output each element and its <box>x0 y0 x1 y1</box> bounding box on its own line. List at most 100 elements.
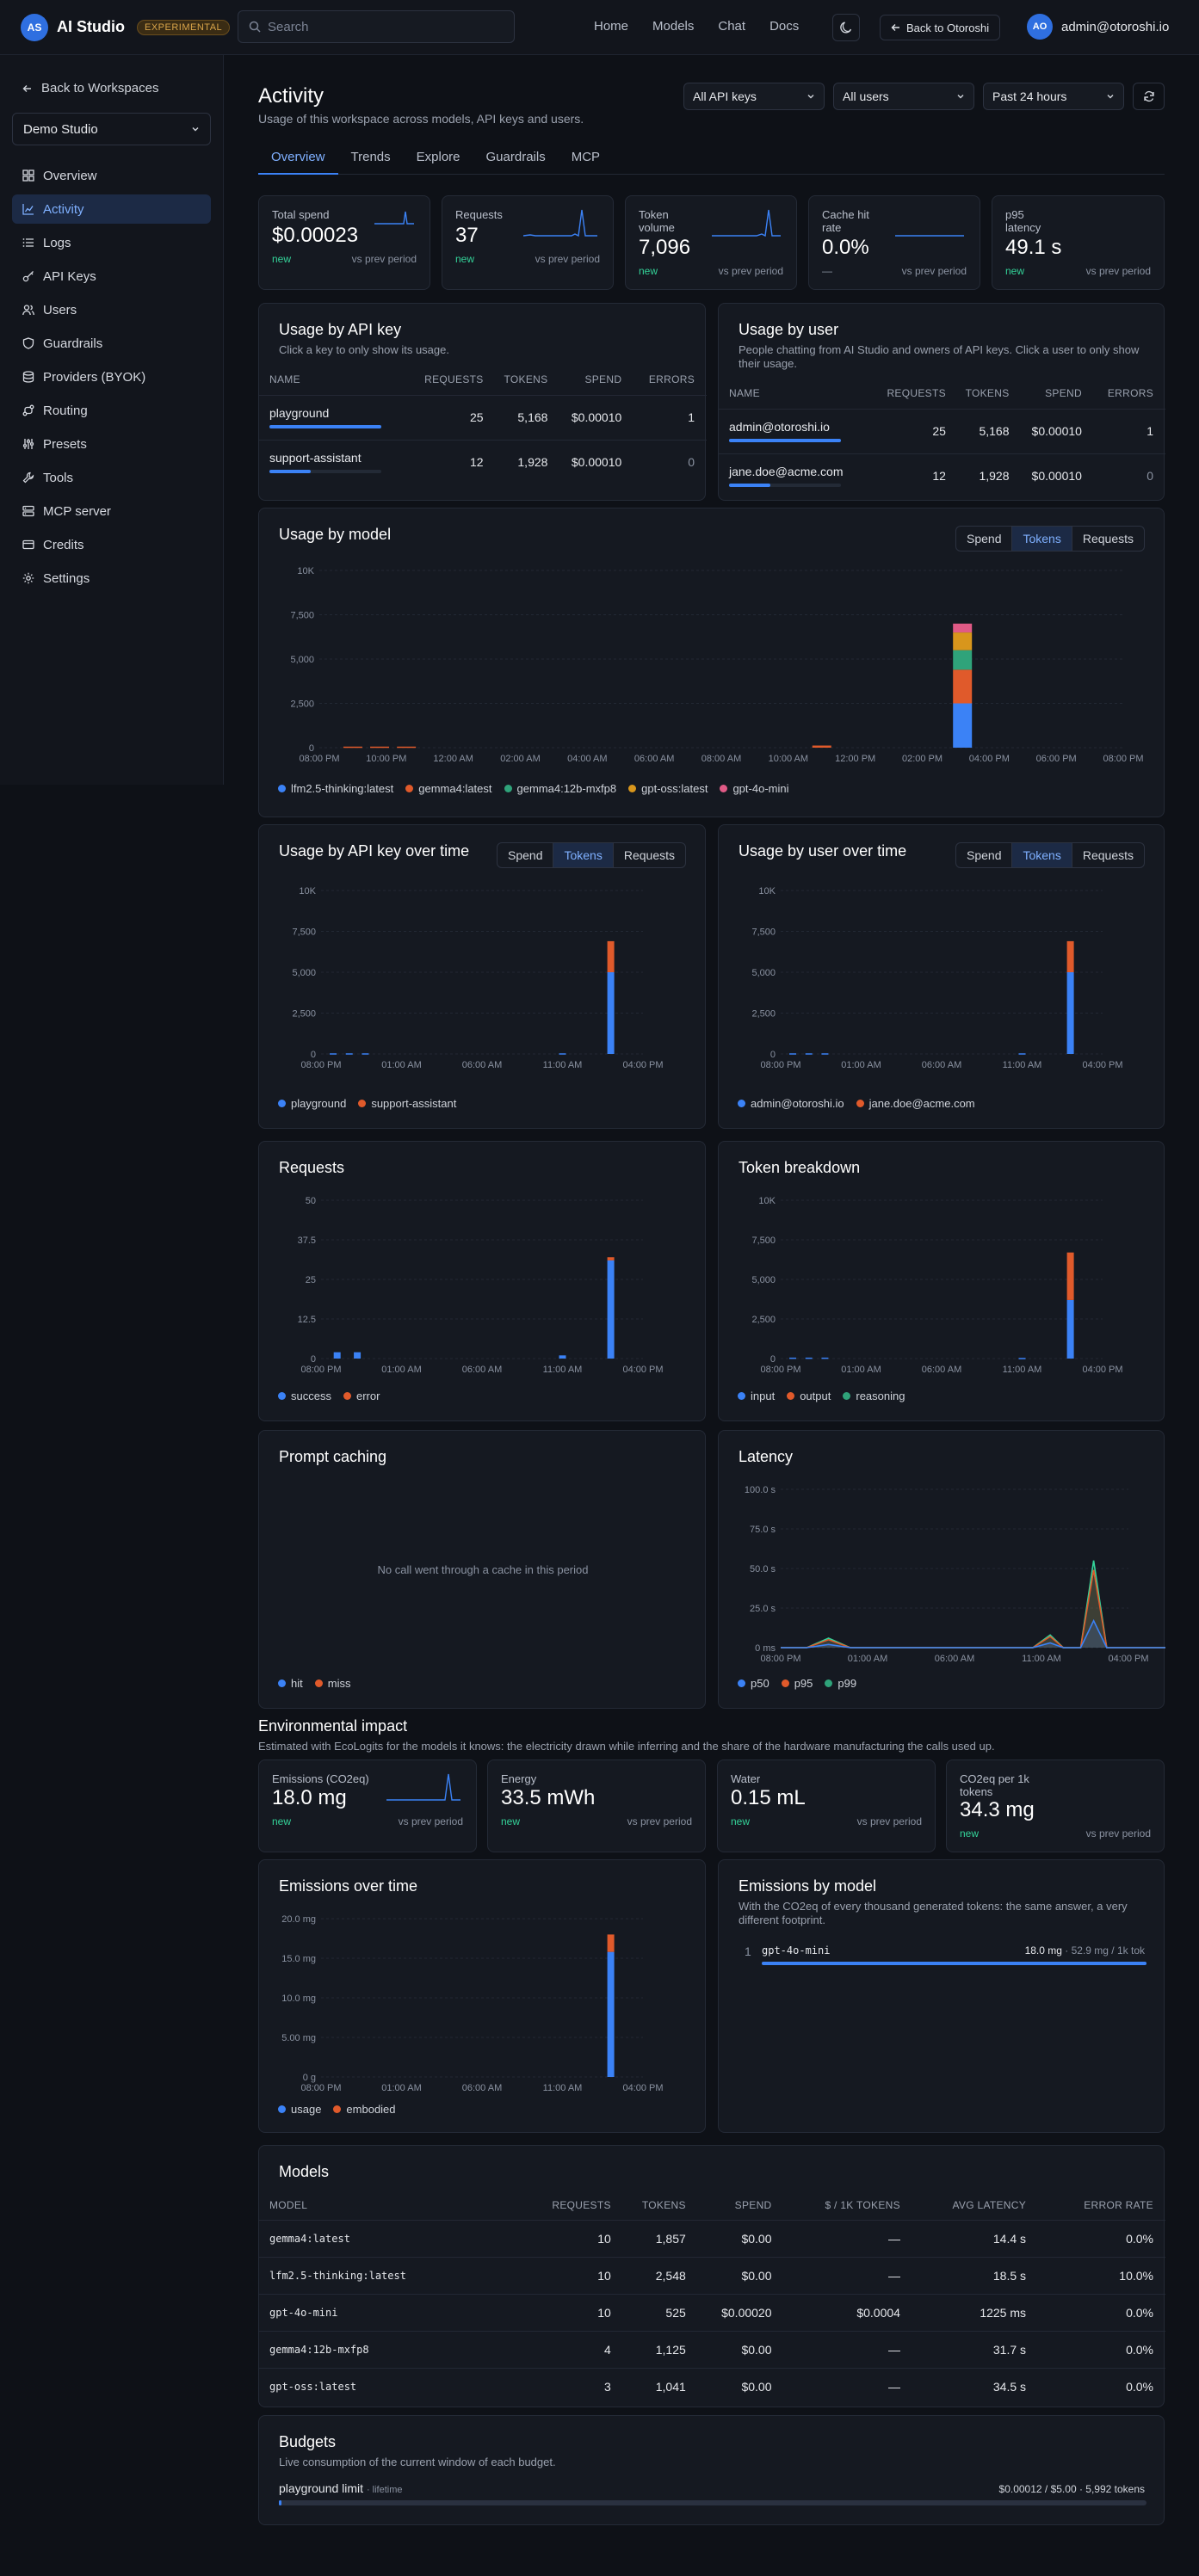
legend-item[interactable]: error <box>343 1390 380 1402</box>
requests-cell: 10 <box>597 2231 611 2246</box>
table-row[interactable]: gpt-oss:latest 3 1,041 $0.00 — 34.5 s 0.0% <box>259 2368 1165 2405</box>
errors-cell: 1 <box>1146 424 1153 438</box>
legend-item[interactable]: success <box>278 1390 331 1402</box>
sidebar-item-api-keys[interactable]: API Keys <box>12 262 211 291</box>
bar-output <box>1066 1252 1074 1300</box>
sidebar-item-providers[interactable]: Providers (BYOK) <box>12 362 211 391</box>
usage-by-user-over-time-chart: 10K 7,500 5,000 2,500 008:00 PM 01:00 AM 06:00… <box>751 886 1122 1070</box>
legend-item[interactable]: playground <box>278 1097 346 1110</box>
user-menu[interactable]: AO admin@otoroshi.io <box>1027 14 1169 40</box>
sidebar-item-label: API Keys <box>43 268 96 284</box>
legend-item[interactable]: gpt-oss:latest <box>628 782 708 795</box>
legend-item[interactable]: jane.doe@acme.com <box>856 1097 975 1110</box>
nav-chat[interactable]: Chat <box>718 19 746 34</box>
api-key-filter[interactable]: All API keys <box>683 83 825 110</box>
toggle-spend[interactable]: Spend <box>956 843 1013 867</box>
tab-trends[interactable]: Trends <box>350 150 391 164</box>
table-row[interactable]: playground 25 5,168 $0.00010 1 <box>259 395 707 440</box>
period-filter[interactable]: Past 24 hours <box>983 83 1124 110</box>
legend-item[interactable]: support-assistant <box>358 1097 456 1110</box>
sparkline <box>374 211 414 225</box>
table-row[interactable]: gemma4:latest 10 1,857 $0.00 — 14.4 s 0.0% <box>259 2220 1165 2257</box>
toggle-spend[interactable]: Spend <box>956 527 1013 551</box>
toggle-tokens[interactable]: Tokens <box>1012 527 1072 551</box>
toggle-tokens[interactable]: Tokens <box>1012 843 1072 867</box>
nav-models[interactable]: Models <box>652 19 695 34</box>
legend-item[interactable]: p99 <box>825 1677 856 1690</box>
nav-docs[interactable]: Docs <box>769 19 800 34</box>
sidebar-item-logs[interactable]: Logs <box>12 228 211 257</box>
back-to-workspaces-link[interactable]: Back to Workspaces <box>12 76 211 101</box>
legend-item[interactable]: gemma4:12b-mxfp8 <box>504 782 616 795</box>
sidebar-item-overview[interactable]: Overview <box>12 161 211 190</box>
sidebar-item-mcp-server[interactable]: MCP server <box>12 496 211 526</box>
table-row[interactable]: lfm2.5-thinking:latest 10 2,548 $0.00 — 18.5 … <box>259 2257 1165 2294</box>
toggle-requests[interactable]: Requests <box>1082 532 1134 545</box>
back-to-otoroshi-button[interactable]: Back to Otoroshi <box>880 15 1001 40</box>
sidebar-item-credits[interactable]: Credits <box>12 530 211 559</box>
toggle-requests[interactable]: Requests <box>1082 848 1134 862</box>
sidebar-item-routing[interactable]: Routing <box>12 396 211 425</box>
column-header: NAME <box>269 373 300 385</box>
legend-item[interactable]: admin@otoroshi.io <box>738 1097 844 1110</box>
activity-tabs: Overview Trends Explore Guardrails MCP <box>258 147 1165 175</box>
y-tick-label: 7,500 <box>751 1236 776 1246</box>
bar-admin-otoroshi-io <box>1066 972 1074 1054</box>
table-row[interactable]: support-assistant 12 1,928 $0.00010 0 <box>259 440 707 484</box>
legend-item[interactable]: hit <box>278 1677 303 1690</box>
toggle-requests[interactable]: Requests <box>623 848 675 862</box>
model-name: gpt-4o-mini <box>762 1944 831 1957</box>
legend-item[interactable]: input <box>738 1390 775 1402</box>
legend-item[interactable]: gpt-4o-mini <box>720 782 788 795</box>
sidebar-item-guardrails[interactable]: Guardrails <box>12 329 211 358</box>
legend-item[interactable]: reasoning <box>843 1390 905 1402</box>
sidebar-item-settings[interactable]: Settings <box>12 564 211 593</box>
search-input[interactable] <box>268 19 491 34</box>
legend-item[interactable]: output <box>787 1390 831 1402</box>
tab-mcp[interactable]: MCP <box>571 150 601 164</box>
legend-item[interactable]: usage <box>278 2103 321 2116</box>
sidebar-item-tools[interactable]: Tools <box>12 463 211 492</box>
price-cell: $0.0004 <box>856 2305 900 2320</box>
nav-home[interactable]: Home <box>594 19 629 34</box>
x-tick-label: 06:00 AM <box>634 754 674 764</box>
budget-name: playground limit <box>279 2481 364 2495</box>
app-logo[interactable]: AS <box>21 13 48 41</box>
legend-item[interactable]: lfm2.5-thinking:latest <box>278 782 393 795</box>
table-row[interactable]: jane.doe@acme.com 12 1,928 $0.00010 0 <box>719 453 1165 498</box>
sidebar-item-users[interactable]: Users <box>12 295 211 324</box>
legend-item[interactable]: gemma4:latest <box>405 782 492 795</box>
user-filter[interactable]: All users <box>833 83 974 110</box>
refresh-button[interactable] <box>1133 83 1165 110</box>
app-name[interactable]: AI Studio <box>57 18 125 35</box>
toggle-tokens[interactable]: Tokens <box>553 843 614 867</box>
budget-name-group[interactable]: playground limit · lifetime <box>279 2481 403 2495</box>
legend-item[interactable]: p50 <box>738 1677 769 1690</box>
model-cell: gemma4:12b-mxfp8 <box>269 2343 369 2356</box>
model-cell: lfm2.5-thinking:latest <box>269 2269 406 2282</box>
sidebar-item-activity[interactable]: Activity <box>12 194 211 224</box>
tab-explore[interactable]: Explore <box>416 150 460 164</box>
y-tick-label: 5.00 mg <box>281 2033 316 2043</box>
tab-overview[interactable]: Overview <box>258 147 338 175</box>
theme-toggle-button[interactable] <box>832 14 860 41</box>
toggle-spend[interactable]: Spend <box>498 843 554 867</box>
table-row[interactable]: gemma4:12b-mxfp8 4 1,125 $0.00 — 31.7 s 0.0% <box>259 2331 1165 2368</box>
legend-item[interactable]: embodied <box>333 2103 396 2116</box>
bar-playground <box>330 1053 337 1055</box>
tokens-cell: 1,125 <box>655 2342 686 2357</box>
legend-item[interactable]: p95 <box>781 1677 813 1690</box>
model-cell: gemma4:latest <box>269 2232 350 2245</box>
table-row[interactable]: gpt-4o-mini 10 525 $0.00020 $0.0004 1225 ms 0.… <box>259 2294 1165 2331</box>
latency-cell: 18.5 s <box>992 2268 1027 2283</box>
legend-item[interactable]: miss <box>314 1677 350 1690</box>
search-box[interactable] <box>238 10 515 43</box>
bar-gemma4-12b-mxfp8 <box>953 650 973 670</box>
tab-guardrails[interactable]: Guardrails <box>485 150 546 164</box>
sidebar-item-presets[interactable]: Presets <box>12 429 211 459</box>
table-row[interactable]: admin@otoroshi.io 25 5,168 $0.00010 1 <box>719 409 1165 453</box>
column-header: SPEND <box>584 373 622 385</box>
workspace-select[interactable]: Demo Studio <box>12 113 211 145</box>
spend-cell: $0.00010 <box>1031 424 1082 438</box>
tokens-cell: 1,928 <box>979 469 1010 484</box>
